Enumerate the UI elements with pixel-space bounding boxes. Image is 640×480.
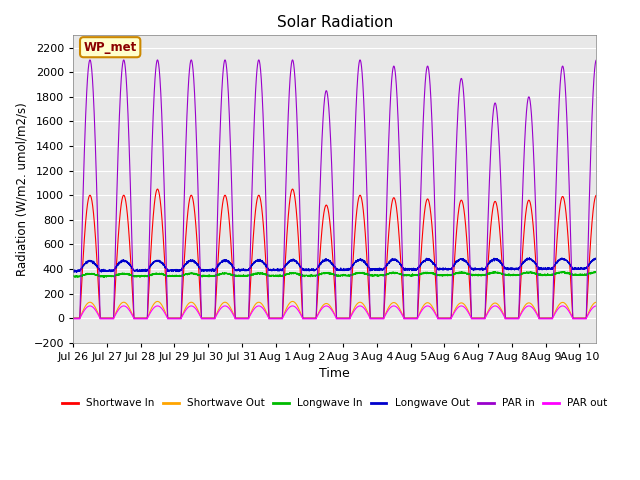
Legend: Shortwave In, Shortwave Out, Longwave In, Longwave Out, PAR in, PAR out: Shortwave In, Shortwave Out, Longwave In…: [58, 394, 611, 412]
X-axis label: Time: Time: [319, 367, 350, 381]
Text: WP_met: WP_met: [84, 41, 137, 54]
Y-axis label: Radiation (W/m2. umol/m2/s): Radiation (W/m2. umol/m2/s): [15, 102, 28, 276]
Title: Solar Radiation: Solar Radiation: [276, 15, 393, 30]
